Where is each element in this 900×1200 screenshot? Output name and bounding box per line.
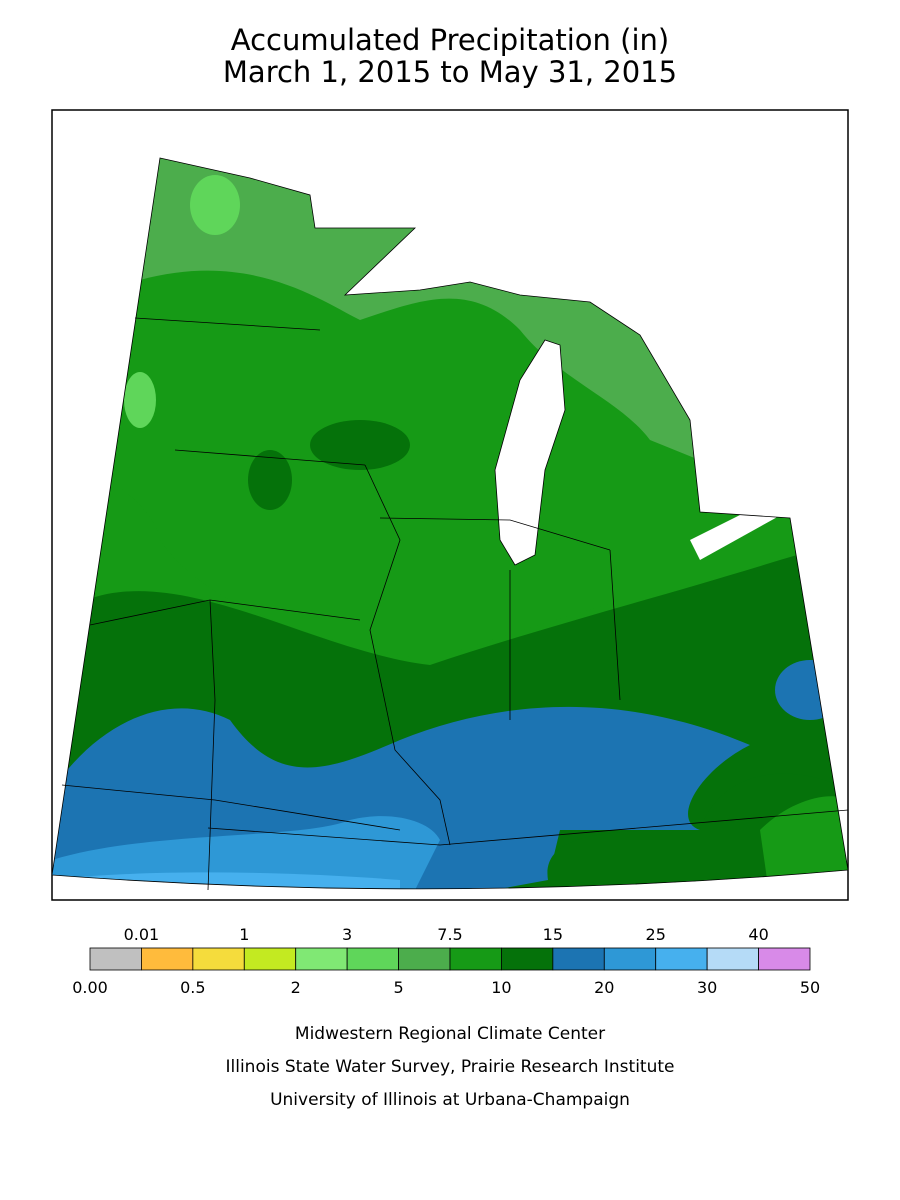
credit-line: Illinois State Water Survey, Prairie Res… [226,1057,675,1077]
legend-label: 2 [291,978,301,997]
legend-swatch [603,947,657,971]
subtitle: March 1, 2015 to May 31, 2015 [223,55,677,89]
legend-swatch [706,947,759,971]
legend-swatch [552,947,605,971]
legend-label: 1 [239,925,249,944]
legend: 0.00 0.01 0.5 1 2 3 5 7.5 10 15 20 25 30 40 50 [72,925,820,997]
legend-label: 20 [594,978,614,997]
legend-swatch [758,947,811,971]
legend-label: 10 [491,978,511,997]
legend-label: 0.5 [180,978,205,997]
legend-swatch [398,947,451,971]
legend-swatch [449,947,502,971]
legend-swatch [346,947,399,971]
legend-swatch [501,947,554,971]
credit-line: Midwestern Regional Climate Center [295,1024,605,1044]
legend-swatch [295,947,348,971]
legend-swatch [192,947,245,971]
legend-label: 40 [748,925,768,944]
legend-swatch [89,947,142,971]
title: Accumulated Precipitation (in) [231,23,669,57]
legend-swatch [141,947,194,971]
boundaries [51,157,849,891]
legend-swatch [655,947,708,971]
legend-swatch [243,947,297,971]
legend-label: 0.00 [72,978,108,997]
legend-label: 0.01 [124,925,160,944]
legend-label: 7.5 [437,925,462,944]
legend-label: 30 [697,978,717,997]
legend-label: 50 [800,978,820,997]
legend-label: 25 [646,925,666,944]
legend-label: 15 [543,925,563,944]
credit-line: University of Illinois at Urbana-Champai… [270,1090,630,1110]
legend-label: 5 [393,978,403,997]
legend-label: 3 [342,925,352,944]
